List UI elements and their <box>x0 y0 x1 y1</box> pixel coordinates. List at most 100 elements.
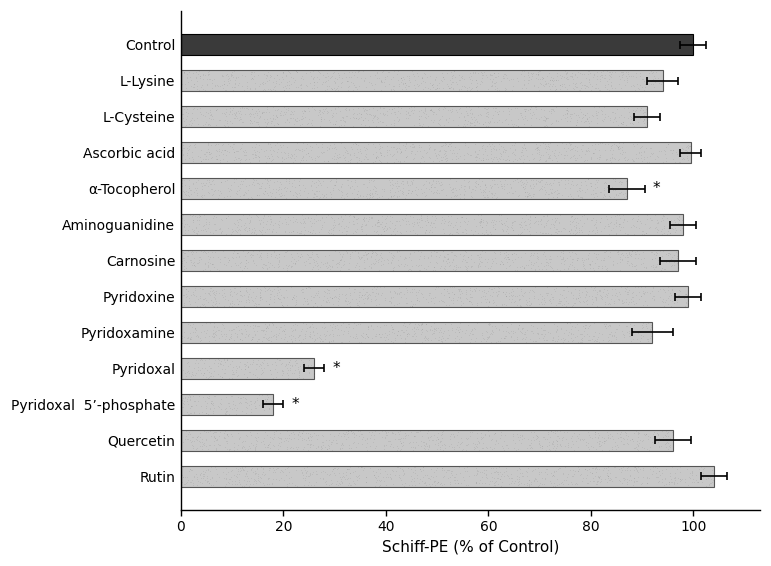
Point <box>305 72 317 81</box>
Point <box>544 80 556 89</box>
Point <box>397 180 409 189</box>
Point <box>365 213 378 222</box>
Point <box>214 225 227 234</box>
Point <box>706 466 719 475</box>
Point <box>304 284 316 293</box>
Point <box>438 465 450 474</box>
Point <box>454 285 466 294</box>
Point <box>443 83 456 92</box>
Point <box>179 181 191 190</box>
Point <box>258 79 271 88</box>
Point <box>221 212 234 221</box>
Point <box>530 74 542 83</box>
Point <box>577 117 590 126</box>
Point <box>511 74 524 83</box>
Point <box>499 221 511 230</box>
Point <box>538 335 550 344</box>
Point <box>392 428 404 437</box>
Point <box>549 145 561 155</box>
Point <box>354 191 366 200</box>
Point <box>486 193 498 202</box>
Point <box>189 262 201 271</box>
Point <box>221 140 234 149</box>
Point <box>591 177 604 186</box>
Point <box>433 324 445 333</box>
Point <box>688 477 700 486</box>
Point <box>527 183 540 192</box>
Point <box>223 110 235 119</box>
Point <box>349 466 362 475</box>
Point <box>547 265 559 275</box>
Point <box>473 218 486 227</box>
Point <box>402 464 414 473</box>
Point <box>583 444 595 453</box>
Point <box>269 468 281 477</box>
Point <box>428 262 440 271</box>
Point <box>658 211 670 220</box>
Point <box>488 216 500 225</box>
Point <box>550 440 563 449</box>
Point <box>358 76 370 85</box>
Point <box>464 427 476 436</box>
Point <box>248 299 261 308</box>
Point <box>279 226 291 235</box>
Point <box>564 71 577 80</box>
Point <box>333 290 345 299</box>
Point <box>660 142 672 151</box>
Point <box>628 230 640 239</box>
Point <box>418 253 430 262</box>
Point <box>258 282 270 291</box>
Point <box>395 78 407 87</box>
Point <box>230 188 242 198</box>
Point <box>449 185 462 194</box>
Point <box>233 225 245 234</box>
Point <box>486 477 498 486</box>
Point <box>352 470 365 479</box>
Point <box>189 297 201 306</box>
Point <box>246 464 258 473</box>
Point <box>539 251 551 260</box>
Point <box>203 337 215 346</box>
Point <box>200 398 213 408</box>
Point <box>567 301 579 310</box>
Point <box>626 247 638 256</box>
Point <box>310 478 322 487</box>
Point <box>210 443 222 452</box>
Point <box>379 329 391 338</box>
Point <box>316 139 328 148</box>
Point <box>406 262 419 271</box>
Point <box>340 293 352 302</box>
Point <box>498 179 510 188</box>
Point <box>551 325 564 334</box>
Point <box>221 406 233 415</box>
Point <box>544 109 557 118</box>
Point <box>392 298 405 307</box>
Point <box>406 301 419 310</box>
Point <box>544 438 556 447</box>
Point <box>323 74 335 83</box>
Point <box>444 431 456 440</box>
Point <box>656 251 668 260</box>
Point <box>366 247 379 256</box>
Point <box>334 445 346 454</box>
Point <box>365 431 377 440</box>
Point <box>561 282 573 291</box>
Point <box>549 482 561 491</box>
Point <box>264 333 277 342</box>
Point <box>304 440 316 449</box>
Point <box>188 258 200 267</box>
Point <box>416 442 428 451</box>
Point <box>387 143 399 152</box>
Point <box>584 85 597 94</box>
Point <box>392 116 405 125</box>
Point <box>533 468 545 477</box>
Point <box>507 327 519 336</box>
Point <box>369 426 381 435</box>
Point <box>200 473 213 482</box>
Point <box>470 68 482 78</box>
Point <box>613 142 625 151</box>
Point <box>192 331 204 340</box>
Point <box>570 83 582 92</box>
Point <box>267 434 279 443</box>
Point <box>530 432 543 441</box>
